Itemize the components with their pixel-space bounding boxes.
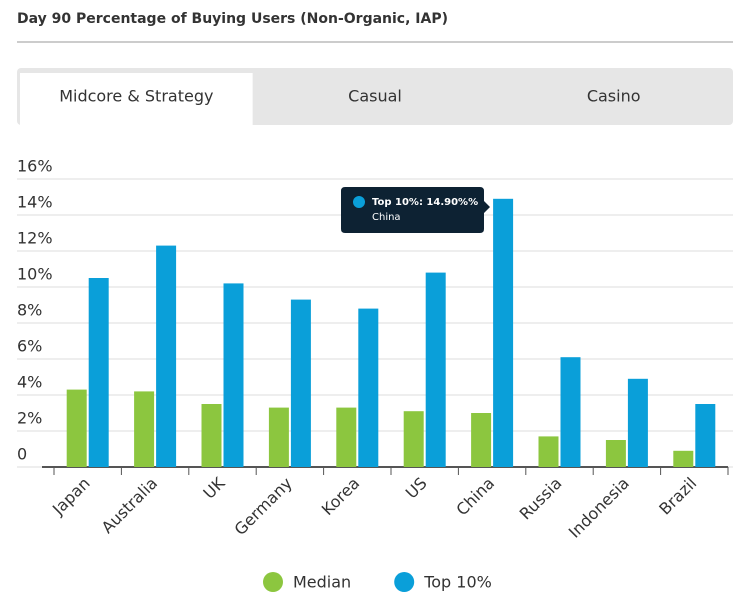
- tooltip-swatch: [353, 196, 365, 208]
- tab-active[interactable]: [20, 73, 253, 125]
- bar: [156, 245, 177, 467]
- bar: [673, 450, 694, 467]
- x-tick-label: Korea: [318, 474, 364, 520]
- tooltip-box: [341, 187, 490, 233]
- tab-label[interactable]: Casual: [348, 87, 402, 106]
- page-title: Day 90 Percentage of Buying Users (Non-O…: [17, 11, 448, 27]
- y-tick-label: 6%: [17, 337, 42, 356]
- y-tick-label: 12%: [17, 229, 53, 248]
- y-tick-label: 2%: [17, 409, 42, 428]
- legend-swatch[interactable]: [263, 572, 283, 592]
- x-tick-label: Brazil: [655, 474, 700, 519]
- bar: [88, 278, 109, 467]
- bar: [538, 436, 559, 467]
- bar: [695, 404, 716, 467]
- x-tick-label: Indonesia: [565, 474, 633, 542]
- x-tick-label: UK: [199, 473, 228, 502]
- y-tick-label: 14%: [17, 193, 53, 212]
- y-tick-label: 16%: [17, 157, 53, 176]
- y-tick-label: 0: [17, 445, 27, 464]
- y-tick-label: 4%: [17, 373, 42, 392]
- tooltip-title: Top 10%: 14.90%%: [372, 197, 478, 208]
- bar: [358, 308, 379, 467]
- bar: [268, 407, 289, 467]
- x-tick-label: Australia: [98, 474, 161, 537]
- bar: [223, 283, 244, 467]
- y-tick-label: 8%: [17, 301, 42, 320]
- legend-label[interactable]: Median: [293, 573, 351, 592]
- bar: [134, 391, 155, 467]
- tooltip-subtitle: China: [372, 212, 401, 223]
- bar: [425, 272, 446, 467]
- x-tick-label: Japan: [48, 474, 94, 520]
- tab-label[interactable]: Midcore & Strategy: [59, 87, 213, 106]
- bar: [201, 404, 222, 467]
- legend-swatch[interactable]: [394, 572, 415, 592]
- bar: [403, 411, 424, 467]
- legend-label[interactable]: Top 10%: [423, 573, 492, 592]
- bar: [493, 198, 514, 468]
- x-tick-label: Germany: [230, 474, 295, 539]
- tab-label[interactable]: Casino: [587, 87, 641, 106]
- bar: [290, 299, 311, 467]
- bar: [336, 407, 357, 467]
- bar: [66, 389, 87, 467]
- x-tick-label: China: [452, 474, 498, 520]
- bar: [471, 413, 492, 467]
- x-tick-label: US: [402, 474, 431, 503]
- bar: [605, 440, 626, 467]
- bar: [560, 357, 581, 467]
- x-tick-label: Russia: [516, 474, 566, 524]
- y-tick-label: 10%: [17, 265, 53, 284]
- bar: [627, 378, 648, 467]
